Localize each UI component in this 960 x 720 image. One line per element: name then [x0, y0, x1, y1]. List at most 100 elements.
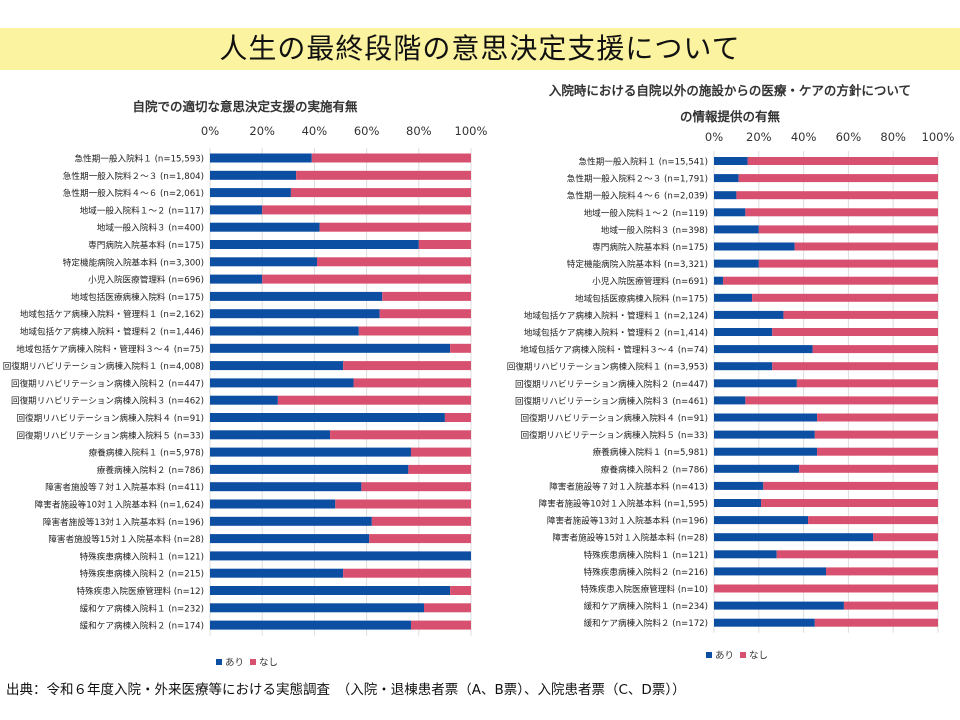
right-bar-ari [714, 499, 762, 507]
right-bar-nashi [799, 464, 938, 473]
left-category-label: 地域包括ケア病棟入院料・管理料３～４ (n=75) [16, 343, 204, 355]
left-x-tick-label: 60% [354, 124, 380, 138]
left-bar-ari [210, 309, 380, 319]
right-bar-nashi [736, 191, 938, 200]
right-bar-nashi [814, 430, 938, 439]
right-x-tick-label: 40% [791, 130, 817, 144]
right-category-label: 特定機能病院入院基本料 (n=3,321) [567, 258, 708, 270]
left-bar-nashi [343, 568, 471, 578]
left-x-tick-label: 100% [455, 124, 488, 138]
left-bar-nashi [343, 361, 471, 371]
left-category-label: 療養病棟入院料１ (n=5,978) [89, 447, 204, 459]
right-bar-nashi [843, 601, 938, 610]
right-category-label: 回復期リハビリテーション病棟入院料４ (n=91) [520, 412, 708, 424]
right-category-label: 障害者施設等７対１入院基本料 (n=413) [549, 480, 708, 492]
left-category-label: 回復期リハビリテーション病棟入院料１ (n=4,008) [3, 360, 204, 372]
right-legend-swatch [740, 652, 746, 658]
right-bar-nashi [761, 499, 938, 507]
right-chart-title: 入院時における自院以外の施設からの医療・ケアの方針について [549, 83, 911, 98]
left-legend-label: なし [259, 658, 278, 669]
left-category-label: 地域包括ケア病棟入院料・管理料１ (n=2,162) [20, 308, 204, 320]
left-bar-ari [210, 482, 362, 492]
left-bar-ari [210, 188, 291, 198]
left-bar-nashi [450, 343, 471, 353]
right-x-tick-label: 20% [746, 130, 772, 144]
left-bar-ari [210, 395, 278, 405]
left-bar-ari [210, 291, 383, 301]
left-bar-nashi [424, 603, 471, 613]
right-category-label: 障害者施設等10対１入院基本料 (n=1,595) [539, 498, 708, 510]
right-category-label: 緩和ケア病棟入院料２ (n=172) [584, 617, 708, 629]
right-category-label: 障害者施設等13対１入院基本料 (n=196) [547, 515, 708, 527]
left-bar-ari [210, 378, 354, 388]
left-bar-nashi [410, 620, 471, 630]
right-bar-nashi [796, 379, 938, 388]
right-legend-label: なし [749, 651, 768, 662]
left-bar-ari [210, 586, 451, 595]
right-category-label: 地域包括ケア病棟入院料・管理料２ (n=1,414) [524, 327, 708, 339]
left-bar-ari [210, 343, 451, 353]
right-bar-ari [714, 191, 737, 200]
right-bar-ari [714, 533, 874, 542]
left-bar-nashi [418, 240, 471, 249]
right-bar-nashi [826, 567, 938, 576]
right-x-tick-label: 100% [922, 130, 955, 144]
left-bar-ari [210, 447, 411, 457]
left-category-label: 療養病棟入院料２ (n=786) [97, 464, 204, 476]
left-bar-nashi [262, 205, 471, 215]
left-bar-ari [210, 153, 312, 163]
right-bar-nashi [752, 293, 938, 302]
right-category-label: 急性期一般入院料２～３ (n=1,791) [567, 173, 708, 185]
right-bar-ari [714, 208, 746, 217]
right-bar-nashi [873, 533, 938, 542]
slide-title: 人生の最終段階の意思決定支援について [219, 32, 741, 65]
right-category-label: 地域一般入院料３ (n=398) [601, 224, 708, 236]
right-bar-ari [714, 328, 773, 336]
left-bar-ari [210, 516, 372, 526]
left-legend-swatch [216, 659, 222, 665]
right-bar-ari [714, 567, 826, 576]
left-category-label: 急性期一般入院料４～６ (n=2,061) [63, 187, 204, 199]
left-category-label: 緩和ケア病棟入院料１ (n=232) [80, 602, 204, 614]
right-category-label: 療養病棟入院料２ (n=786) [601, 463, 708, 475]
right-bar-ari [714, 464, 800, 473]
left-chart-title: 自院での適切な意思決定支援の実施有無 [132, 99, 358, 114]
right-bar-ari [714, 379, 797, 388]
right-bar-ari [714, 225, 759, 234]
left-bar-ari [210, 257, 318, 267]
right-category-label: 特殊疾患入院医療管理料 (n=10) [580, 583, 708, 595]
right-x-tick-label: 80% [880, 130, 906, 144]
left-bar-nashi [450, 586, 471, 595]
left-category-label: 特殊疾患病棟入院料２ (n=215) [80, 568, 204, 580]
left-bar-nashi [371, 516, 471, 526]
left-x-tick-label: 80% [406, 124, 432, 138]
left-category-label: 特殊疾患病棟入院料１ (n=121) [80, 550, 204, 562]
left-bar-nashi [358, 326, 471, 336]
right-bar-ari [714, 345, 813, 354]
left-category-label: 専門病院入院基本料 (n=175) [88, 239, 204, 251]
left-bar-ari [210, 464, 409, 474]
left-category-label: 障害者施設等10対１入院基本料 (n=1,624) [35, 499, 204, 511]
left-category-label: 回復期リハビリテーション病棟入院料４ (n=91) [16, 412, 204, 424]
left-x-tick-label: 0% [201, 124, 219, 138]
right-bar-ari [714, 447, 818, 456]
left-bar-ari [210, 240, 419, 249]
right-bar-nashi [817, 447, 938, 456]
left-bar-ari [210, 430, 331, 440]
left-bar-nashi [319, 222, 471, 232]
right-bar-nashi [817, 413, 938, 422]
left-category-label: 地域一般入院料１～２ (n=117) [80, 204, 204, 216]
left-bar-ari [210, 326, 359, 336]
left-bar-ari [210, 499, 336, 509]
right-bar-nashi [747, 157, 938, 165]
left-bar-nashi [361, 482, 471, 492]
left-legend-label: あり [225, 658, 244, 669]
left-bar-ari [210, 568, 344, 578]
left-bar-ari [210, 620, 411, 630]
right-bar-nashi [772, 328, 938, 336]
right-bar-nashi [745, 396, 938, 405]
left-bar-nashi [290, 188, 471, 198]
left-bar-ari [210, 413, 445, 422]
